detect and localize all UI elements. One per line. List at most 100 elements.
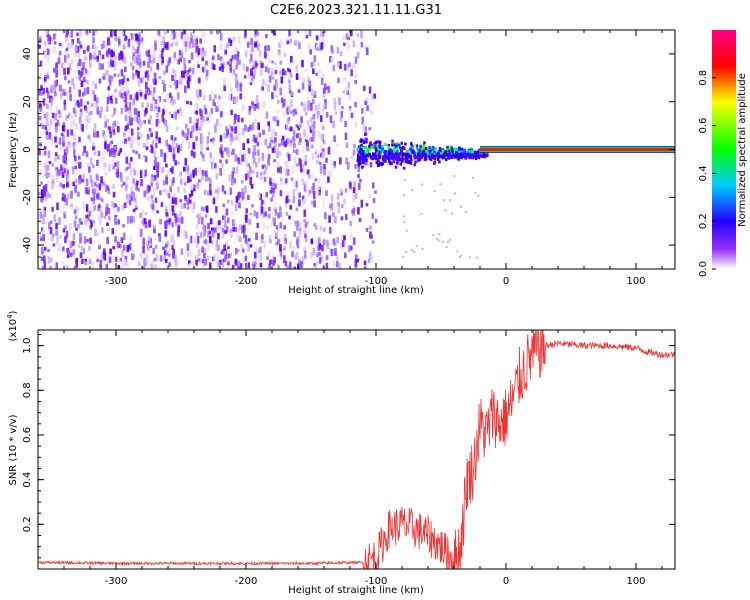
- noise-cell: [289, 72, 293, 78]
- noise-cell: [187, 141, 191, 149]
- noise-cell: [213, 162, 217, 169]
- noise-cell: [141, 76, 145, 83]
- noise-cell: [127, 116, 131, 124]
- noise-cell: [184, 195, 187, 200]
- noise-cell: [219, 33, 223, 41]
- noise-cell: [264, 80, 267, 87]
- noise-cell: [360, 30, 363, 39]
- noise-cell: [163, 256, 166, 261]
- noise-cell: [299, 231, 302, 239]
- noise-cell: [188, 193, 192, 198]
- noise-cell: [229, 93, 233, 101]
- noise-cell: [214, 124, 217, 133]
- sparse-cell: [449, 199, 452, 202]
- noise-cell: [45, 172, 49, 179]
- noise-cell: [95, 193, 99, 199]
- noise-cell: [190, 52, 194, 60]
- noise-cell: [180, 216, 184, 224]
- noise-cell: [162, 180, 166, 186]
- noise-cell: [231, 136, 235, 142]
- noise-cell: [313, 55, 317, 62]
- noise-cell: [144, 211, 148, 216]
- noise-cell: [317, 62, 320, 67]
- noise-cell: [184, 158, 188, 166]
- noise-cell: [219, 56, 223, 62]
- noise-cell: [274, 142, 278, 148]
- cluster-cell: [469, 153, 473, 157]
- noise-cell: [170, 42, 173, 47]
- noise-cell: [148, 55, 152, 63]
- noise-cell: [319, 226, 323, 231]
- noise-cell: [48, 160, 52, 165]
- noise-cell: [198, 167, 201, 173]
- noise-cell: [271, 92, 274, 100]
- noise-cell: [160, 148, 163, 157]
- noise-cell: [150, 204, 153, 209]
- noise-cell: [237, 134, 241, 142]
- noise-cell: [112, 191, 116, 198]
- noise-cell: [368, 127, 372, 131]
- noise-cell: [142, 245, 145, 254]
- noise-cell: [268, 125, 271, 132]
- noise-cell: [156, 164, 159, 173]
- noise-cell: [102, 161, 106, 167]
- cluster-cell: [394, 144, 397, 148]
- noise-cell: [167, 58, 170, 65]
- noise-cell: [189, 172, 193, 178]
- noise-cell: [63, 194, 67, 202]
- cluster-cell: [404, 159, 408, 163]
- noise-cell: [194, 167, 197, 176]
- noise-cell: [132, 215, 135, 223]
- noise-cell: [213, 254, 216, 261]
- noise-cell: [370, 256, 373, 263]
- noise-cell: [110, 75, 114, 82]
- noise-cell: [323, 227, 326, 233]
- noise-cell: [371, 213, 375, 219]
- noise-cell: [82, 248, 86, 255]
- noise-cell: [252, 152, 255, 159]
- noise-cell: [207, 231, 210, 238]
- noise-cell: [172, 147, 176, 153]
- noise-cell: [334, 216, 337, 224]
- noise-cell: [51, 181, 54, 190]
- noise-cell: [89, 138, 92, 143]
- colorbar: 0.00.20.40.60.8 Normalized spectral ampl…: [698, 30, 748, 277]
- noise-cell: [190, 32, 193, 38]
- colorbar-tick-label: 0.4: [698, 165, 709, 181]
- cluster-cell: [374, 141, 377, 145]
- noise-cell: [153, 72, 157, 77]
- cluster-cell: [468, 156, 471, 160]
- noise-cell: [340, 110, 344, 118]
- noise-cell: [114, 35, 118, 42]
- noise-cell: [261, 164, 265, 169]
- cluster-cell: [409, 161, 413, 165]
- noise-cell: [70, 129, 74, 136]
- noise-cell: [241, 248, 245, 253]
- noise-cell: [99, 180, 103, 187]
- noise-cell: [300, 101, 304, 106]
- cluster-cell: [451, 150, 454, 154]
- noise-cell: [305, 180, 309, 187]
- noise-cell: [310, 251, 313, 259]
- noise-cell: [364, 158, 368, 166]
- noise-cell: [137, 38, 141, 42]
- noise-cell: [282, 244, 285, 249]
- noise-cell: [370, 234, 373, 239]
- noise-cell: [257, 149, 260, 156]
- noise-cell: [294, 257, 298, 266]
- noise-cell: [194, 255, 198, 260]
- y-tick-label: 40: [22, 48, 33, 61]
- noise-cell: [352, 194, 356, 202]
- noise-cell: [91, 260, 94, 269]
- noise-cell: [338, 97, 341, 106]
- noise-cell: [316, 45, 319, 49]
- noise-cell: [216, 252, 219, 261]
- noise-cell: [123, 56, 127, 65]
- noise-cell: [146, 70, 149, 78]
- noise-cell: [172, 153, 176, 162]
- noise-cell: [124, 168, 128, 172]
- noise-cell: [242, 63, 245, 71]
- noise-cell: [96, 106, 100, 115]
- noise-cell: [296, 220, 299, 227]
- noise-cell: [143, 155, 147, 159]
